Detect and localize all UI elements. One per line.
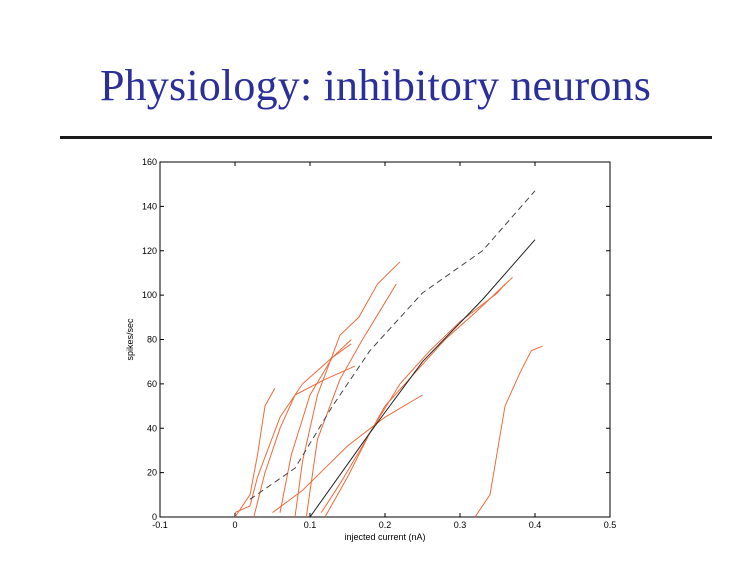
y-tick-label: 100 (142, 290, 157, 300)
y-tick-label: 40 (147, 423, 157, 433)
series-line-5 (294, 261, 401, 518)
chart-container: -0.1 0 0.1 0.2 0.3 0.4 0.5 0 20 40 60 80 100 120 140 16… (100, 150, 740, 563)
slide-title: Physiology: inhibitory neurons (99, 61, 652, 110)
series-line-7 (272, 394, 423, 514)
y-axis-label: spikes/sec (125, 318, 135, 361)
y-tick-label: 120 (142, 246, 157, 256)
series-line-10 (474, 345, 543, 518)
plot-area (159, 161, 611, 518)
chart: -0.1 0 0.1 0.2 0.3 0.4 0.502040608010012014016… (125, 157, 617, 542)
series-line-9 (324, 283, 506, 518)
y-tick-label: 80 (147, 335, 157, 345)
title-divider (60, 136, 712, 139)
x-tick-label: 0.4 (529, 520, 542, 530)
y-tick-label: 60 (147, 379, 157, 389)
x-tick-label: 0.5 (604, 520, 617, 530)
series-line-12 (249, 190, 536, 500)
x-tick-label: 0.3 (454, 520, 467, 530)
x-tick-label: 0 (232, 520, 237, 530)
series-line-3 (253, 365, 356, 518)
series-line-1 (234, 388, 276, 518)
series-line-4 (279, 339, 352, 513)
y-tick-label: 20 (147, 468, 157, 478)
y-tick-label: 0 (152, 512, 157, 522)
x-tick-label: 0.1 (304, 520, 317, 530)
x-axis-label: injected current (nA) (344, 532, 425, 542)
series-line-8 (320, 277, 513, 513)
y-tick-label: 160 (142, 157, 157, 167)
x-tick-label: -0.1 (152, 520, 168, 530)
series-line-6 (305, 283, 397, 518)
series-line-11 (309, 239, 536, 518)
y-tick-label: 140 (142, 201, 157, 211)
x-tick-label: 0.2 (379, 520, 392, 530)
